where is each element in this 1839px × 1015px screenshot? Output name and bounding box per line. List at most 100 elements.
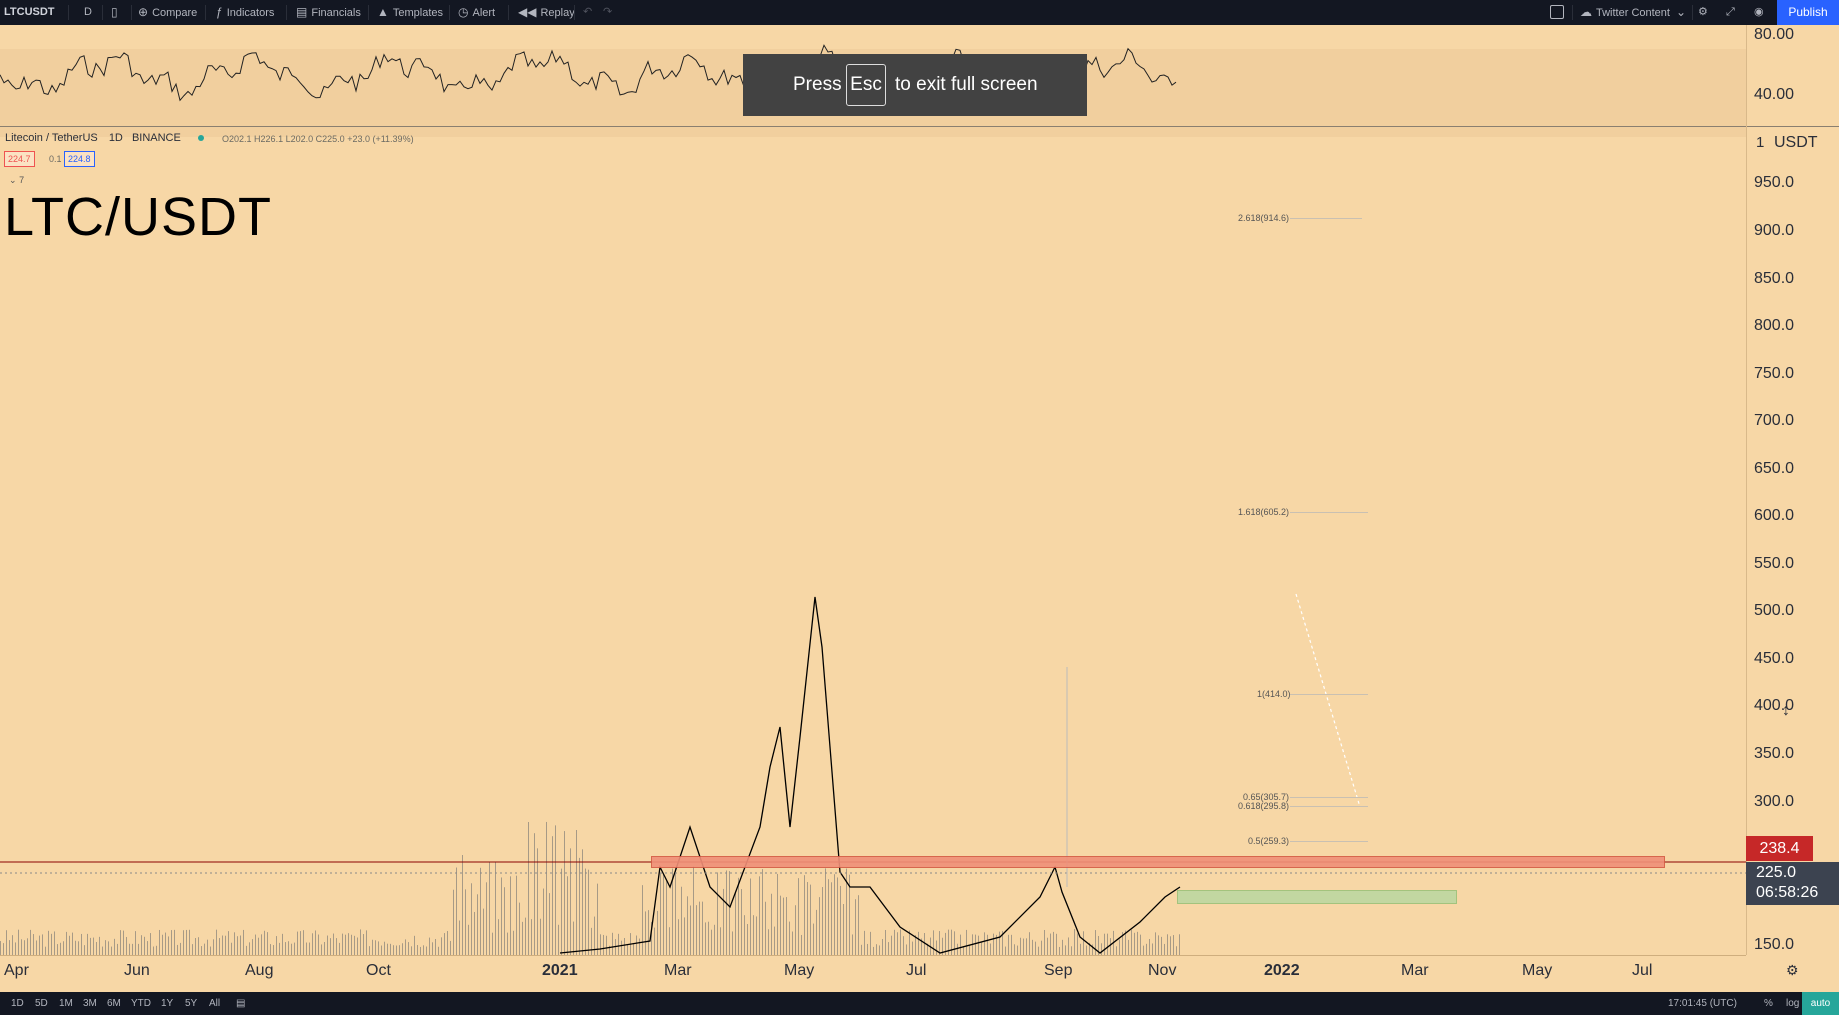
volume-bar <box>402 943 403 955</box>
price-axis-label: 900.0 <box>1754 222 1795 239</box>
calendar-icon: ▤ <box>236 998 246 1009</box>
resistance-price-label: 238.4 <box>1746 836 1813 861</box>
volume-bar <box>132 943 133 955</box>
compare-button[interactable]: ⊕ Compare <box>138 0 197 25</box>
volume-bar <box>399 945 400 955</box>
price-axis-label: 950.0 <box>1754 174 1795 191</box>
series-legend[interactable]: Litecoin / TetherUS 1D BINANCE <box>5 132 204 144</box>
price-chart[interactable] <box>0 127 1746 957</box>
range-button-6m[interactable]: 6M <box>107 998 121 1009</box>
volume-bar <box>561 868 562 955</box>
volume-bar <box>711 929 712 955</box>
volume-bar <box>339 942 340 955</box>
settings-button[interactable]: ⚙ <box>1698 0 1708 25</box>
undo-button[interactable]: ↶ <box>583 0 592 25</box>
auto-scale-toggle[interactable]: auto <box>1802 992 1839 1015</box>
volume-bar <box>342 933 343 955</box>
volume-bar <box>267 932 268 955</box>
ask-price[interactable]: 224.8 <box>64 151 95 167</box>
volume-bar <box>432 942 433 955</box>
volume-bar <box>27 938 28 955</box>
volume-bar <box>447 931 448 955</box>
price-axis-label: 750.0 <box>1754 365 1795 382</box>
volume-bar <box>192 944 193 955</box>
publish-button[interactable]: Publish <box>1777 0 1839 25</box>
redo-button[interactable]: ↷ <box>603 0 612 25</box>
volume-bar <box>666 881 667 955</box>
fullscreen-button[interactable]: ⤢ <box>1726 0 1735 25</box>
support-zone[interactable] <box>1177 890 1457 904</box>
ohlc-low: L202.0 <box>285 134 314 144</box>
templates-button[interactable]: ▲ Templates <box>377 0 443 25</box>
volume-bar <box>357 937 358 955</box>
volume-bar <box>1008 934 1009 955</box>
volume-bar <box>3 943 4 955</box>
log-toggle[interactable]: log <box>1786 998 1800 1009</box>
currency-label[interactable]: USDT <box>1774 134 1818 151</box>
select-layout-icon[interactable] <box>1550 5 1564 19</box>
volume-bar <box>273 945 274 955</box>
volume-bar <box>423 945 424 955</box>
legend-symbol-name: Litecoin / TetherUS <box>5 132 98 144</box>
time-axis[interactable] <box>0 955 1746 984</box>
range-button-5y[interactable]: 5Y <box>185 998 198 1009</box>
volume-bar <box>393 945 394 955</box>
volume-bar <box>174 929 175 955</box>
volume-bar <box>285 942 286 955</box>
price-axis[interactable] <box>1746 25 1839 955</box>
volume-bar <box>1140 934 1141 955</box>
utc-clock[interactable]: 17:01:45 (UTC) <box>1668 998 1737 1009</box>
range-button-ytd[interactable]: YTD <box>131 998 151 1009</box>
range-button-all[interactable]: All <box>209 998 221 1009</box>
spread: 0.1 <box>49 154 62 164</box>
volume-bar <box>537 848 538 955</box>
replay-button[interactable]: ◀◀ Replay <box>518 0 575 25</box>
volume-bar <box>918 931 919 955</box>
collapse-indicators[interactable]: ⌄ 7 <box>9 175 24 186</box>
range-button-5d[interactable]: 5D <box>35 998 48 1009</box>
indicators-button[interactable]: ƒ Indicators <box>216 0 274 25</box>
percent-toggle[interactable]: % <box>1764 998 1773 1009</box>
volume-bar <box>396 945 397 955</box>
volume-bar <box>876 944 877 955</box>
volume-bar <box>1179 934 1180 955</box>
volume-bar <box>687 896 688 955</box>
alert-button[interactable]: ◷ Alert <box>458 0 495 25</box>
volume-bar <box>243 929 244 955</box>
volume-bar <box>567 876 568 955</box>
volume-bar <box>246 945 247 955</box>
time-axis-label: May <box>1522 962 1553 979</box>
interval-button[interactable]: D <box>84 6 92 18</box>
volume-bar <box>663 874 664 955</box>
volume-bar <box>375 940 376 955</box>
fib-label: 0.618(295.8) <box>1238 801 1290 811</box>
volume-bar <box>228 931 229 955</box>
volume-bar <box>189 929 190 955</box>
date-range-button[interactable]: ▤ <box>236 992 245 1015</box>
volume-bar <box>879 945 880 955</box>
axis-settings-button[interactable]: ⚙ <box>1786 962 1799 979</box>
volume-bar <box>1044 929 1045 955</box>
financials-button[interactable]: ▤ Financials <box>296 0 361 25</box>
fib-line <box>1290 806 1368 807</box>
layout-menu[interactable]: ☁ Twitter Content ⌄ <box>1580 0 1690 25</box>
chart-style-button[interactable]: ▯ <box>111 0 122 25</box>
range-button-1y[interactable]: 1Y <box>161 998 174 1009</box>
range-button-1m[interactable]: 1M <box>59 998 73 1009</box>
volume-bar <box>276 936 277 955</box>
gear-icon: ⚙ <box>1698 6 1708 18</box>
candles-icon: ▯ <box>111 5 118 19</box>
range-button-1d[interactable]: 1D <box>11 998 24 1009</box>
symbol-search[interactable]: LTCUSDT <box>4 6 55 18</box>
volume-bar <box>321 944 322 955</box>
volume-bar <box>93 937 94 955</box>
pane-separator[interactable] <box>0 126 1839 127</box>
range-button-3m[interactable]: 3M <box>83 998 97 1009</box>
volume-bar <box>1026 938 1027 955</box>
bid-price[interactable]: 224.7 <box>4 151 35 167</box>
resistance-zone[interactable] <box>651 856 1665 868</box>
snapshot-button[interactable]: ◉ <box>1754 0 1764 25</box>
volume-bar <box>444 933 445 955</box>
volume-bar <box>429 937 430 955</box>
chart-text-title[interactable]: LTC/USDT <box>4 187 273 247</box>
